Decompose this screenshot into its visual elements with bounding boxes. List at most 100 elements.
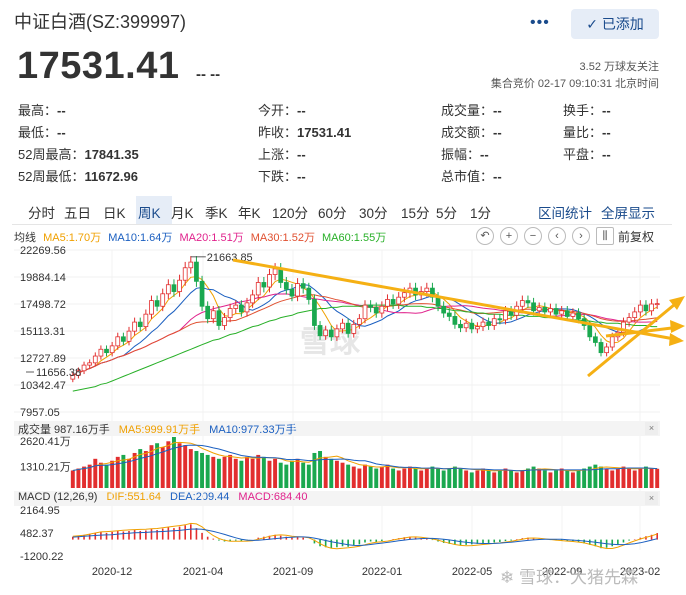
period-tab[interactable]: 15分 (401, 206, 430, 221)
scroll-right-icon[interactable]: › (572, 227, 590, 245)
candle-body (267, 274, 272, 288)
volume-bar (211, 456, 216, 488)
added-button[interactable]: ✓ 已添加 (571, 9, 659, 39)
candle-body (171, 284, 177, 292)
volume-legend: 成交量 987.16万手 MA5:999.91万手 MA10:977.33万手 (18, 421, 297, 437)
stat-item: 上涨：-- (258, 144, 306, 163)
ma10-label: MA10:1.64万 (108, 232, 173, 244)
volume-bar (273, 458, 278, 488)
volume-bar (565, 470, 570, 488)
macd-close-icon[interactable]: × (645, 492, 658, 505)
dea-label: DEA:209.44 (170, 491, 230, 503)
volume-bar (346, 464, 351, 488)
volume-bar (576, 470, 581, 488)
volume-bar (261, 456, 266, 488)
time-axis-label: 2022-09 (542, 566, 582, 578)
price-axis-label: 19884.14 (20, 272, 66, 284)
scroll-left-icon[interactable]: ‹ (548, 227, 566, 245)
candle-body (188, 261, 194, 269)
candle-body (205, 305, 211, 320)
range-stats-link[interactable]: 区间统计 (538, 206, 592, 221)
candle-body (379, 305, 385, 314)
candle-body (654, 303, 660, 306)
candle-body (385, 299, 390, 307)
period-tab[interactable]: 年K (238, 206, 261, 221)
stat-value: -- (493, 125, 502, 140)
candle-body (362, 304, 368, 320)
stat-label: 成交额： (441, 125, 494, 140)
volume-ma10-label: MA10:977.33万手 (209, 424, 297, 436)
period-tab[interactable]: 季K (205, 206, 228, 221)
period-tab[interactable]: 5分 (436, 206, 458, 221)
undo-icon[interactable]: ↶ (476, 227, 494, 245)
zoom-out-icon[interactable]: − (524, 227, 542, 245)
volume-bar (520, 470, 525, 488)
candle-body (306, 287, 312, 300)
period-tab[interactable]: 1分 (470, 206, 492, 221)
adjust-label[interactable]: 前复权 (618, 230, 655, 244)
candle-body (609, 336, 615, 348)
period-tab[interactable]: 月K (171, 206, 194, 221)
period-tab[interactable]: 120分 (272, 206, 309, 221)
candle-body (345, 322, 351, 334)
candle-body (323, 329, 329, 337)
volume-bar (475, 470, 480, 488)
trendline-mid-arrow (670, 320, 685, 333)
period-tab[interactable]: 30分 (359, 206, 388, 221)
volume-bar (121, 454, 126, 488)
volume-bar (655, 468, 660, 488)
candle-body (424, 287, 430, 292)
stat-value: -- (57, 125, 66, 140)
period-tab[interactable]: 分时 (28, 206, 55, 221)
candle-body (452, 316, 458, 325)
candle-body (92, 355, 98, 364)
stat-label: 成交量： (441, 103, 494, 118)
candle-body (76, 370, 81, 376)
volume-bar (188, 449, 193, 488)
volume-bar (312, 452, 317, 488)
volume-bar (430, 466, 435, 488)
stat-value: -- (297, 103, 306, 118)
candle-body (593, 336, 598, 343)
volume-bar (391, 468, 396, 488)
volume-bar (149, 445, 154, 488)
time-axis-label: 2022-05 (452, 566, 492, 578)
candle-body (104, 348, 109, 354)
more-dots-icon[interactable]: ••• (530, 14, 550, 31)
candle-body (261, 282, 267, 288)
stat-label: 振幅： (441, 147, 481, 162)
candle-body (357, 318, 362, 325)
volume-bar (503, 468, 508, 488)
volume-bar (554, 470, 559, 488)
period-tab[interactable]: 日K (103, 206, 126, 221)
period-tab[interactable]: 五日 (64, 206, 91, 221)
volume-label: 成交量 987.16万手 (18, 424, 110, 436)
volume-bar (441, 470, 446, 488)
volume-bar (649, 468, 654, 488)
stat-item: 总市值：-- (441, 166, 502, 185)
volume-bar (593, 464, 598, 488)
macd-legend-bar (14, 491, 660, 506)
fullscreen-link[interactable]: 全屏显示 (601, 206, 655, 221)
stat-value: -- (493, 169, 502, 184)
stat-value: -- (57, 103, 66, 118)
time-axis-label: 2021-09 (273, 566, 313, 578)
candle-style-icon[interactable]: ⫼ (596, 227, 614, 245)
volume-bar (351, 466, 356, 488)
volume-bar (587, 466, 592, 488)
volume-bar (132, 452, 137, 488)
volume-bar (610, 470, 615, 488)
volume-bar (570, 472, 575, 488)
candle-body (649, 303, 654, 312)
candle-body (553, 308, 559, 315)
volume-bar (615, 468, 620, 488)
zoom-in-icon[interactable]: + (500, 227, 518, 245)
candle-body (458, 323, 463, 329)
period-tab[interactable]: 周K (138, 206, 161, 221)
dif-label: DIF:551.64 (106, 491, 161, 503)
volume-bar (166, 441, 171, 488)
volume-close-icon[interactable]: × (645, 422, 658, 435)
candle-body (564, 310, 570, 317)
period-tab[interactable]: 60分 (318, 206, 347, 221)
